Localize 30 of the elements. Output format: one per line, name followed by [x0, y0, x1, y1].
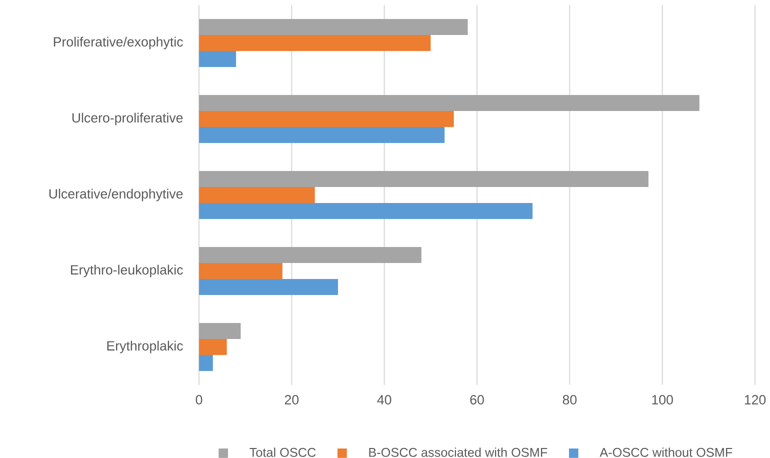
bar [199, 35, 431, 52]
bar [199, 247, 422, 263]
bar [199, 203, 533, 220]
bar [199, 95, 700, 111]
bar [199, 19, 468, 36]
bar [199, 111, 454, 128]
bar [199, 263, 282, 280]
bar [199, 339, 227, 355]
bar [199, 323, 241, 340]
y-tick-label: Erythroplakic [107, 340, 183, 354]
y-tick-label: Proliferative/exophytic [54, 36, 183, 50]
bar [199, 279, 338, 295]
bar [199, 187, 315, 203]
bar [199, 51, 236, 68]
legend-label: A-OSCC without OSMF [600, 448, 732, 457]
y-tick-label: Erythro-leukoplakic [70, 264, 183, 278]
x-tick-label: 60 [470, 395, 484, 404]
x-tick-label: 120 [744, 395, 766, 404]
bar [199, 171, 648, 188]
y-tick-label: Ulcero-proliferative [72, 112, 183, 126]
bar [199, 355, 213, 371]
x-tick-label: 100 [652, 395, 673, 404]
x-tick-label: 40 [377, 395, 392, 404]
legend-label: B-OSCC associated with OSMF [369, 448, 548, 457]
legend-label: Total OSCC [250, 448, 316, 457]
x-tick-label: 0 [196, 395, 202, 404]
y-tick-label: Ulcerative/endophytive [49, 188, 183, 202]
x-tick-label: 20 [284, 395, 299, 404]
bar [199, 127, 445, 143]
x-tick-label: 80 [562, 395, 577, 404]
